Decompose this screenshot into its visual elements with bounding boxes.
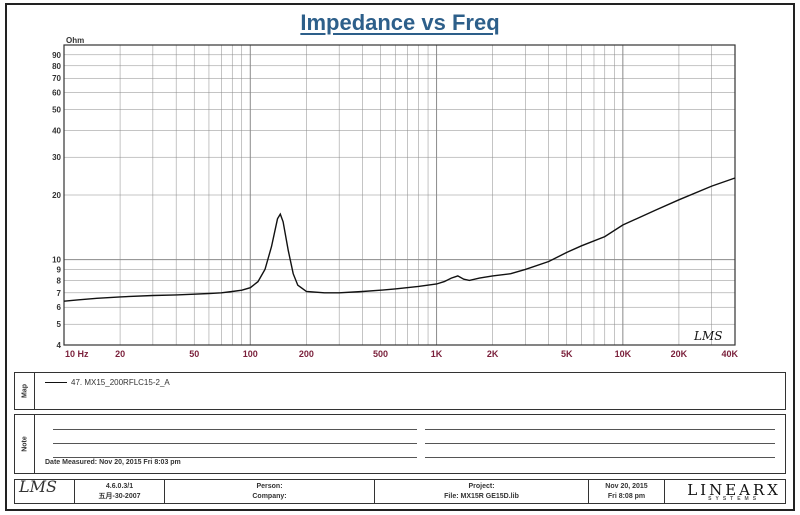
x-tick-label: 5K <box>561 349 573 359</box>
y-tick-label: 60 <box>52 89 61 98</box>
impedance-series-line <box>63 177 736 302</box>
y-tick-label: 5 <box>57 320 62 329</box>
person-label: Person: <box>256 483 283 490</box>
map-section: Map 47. MX15_200RFLC15-2_A <box>14 372 786 410</box>
y-tick-label: 8 <box>57 276 62 285</box>
note-line <box>425 457 775 458</box>
x-tick-label: 40K <box>721 349 738 359</box>
legend-swatch <box>45 382 67 383</box>
note-side-label: Note <box>15 415 35 473</box>
map-side-label: Map <box>15 373 35 409</box>
y-tick-label: 4 <box>57 341 62 350</box>
x-tick-label: 100 <box>243 349 258 359</box>
date-measured: Date Measured: Nov 20, 2015 Fri 8:03 pm <box>45 459 181 466</box>
software-version: 4.6.0.3/1 <box>105 483 134 490</box>
footer-person-cell: Person: Company: <box>165 480 375 503</box>
y-tick-label: 6 <box>57 303 62 312</box>
report-sheet <box>5 3 795 511</box>
y-tick-label: 7 <box>57 289 62 298</box>
file-label: File: MX15R GE15D.lib <box>444 493 519 500</box>
x-tick-label: 50 <box>189 349 199 359</box>
x-tick-label: 1K <box>431 349 443 359</box>
footer-time: Fri 8:08 pm <box>607 493 646 500</box>
x-tick-label: 500 <box>373 349 388 359</box>
linearx-brand: LINEARX <box>687 481 781 499</box>
note-line <box>425 429 775 430</box>
impedance-chart: 90 80 70 60 50 40 30 20 109 8 7 6 5 4 10 Hz 20 50 100 200… <box>52 36 738 359</box>
y-tick-label: 10 <box>52 256 61 265</box>
footer-date: Nov 20, 2015 <box>605 483 648 490</box>
x-tick-label: 10 Hz <box>65 349 89 359</box>
footer-version-cell: 4.6.0.3/1 五月-30-2007 <box>75 480 165 503</box>
x-tick-label: 20 <box>115 349 125 359</box>
footer-logo-cell: LMS <box>15 477 75 503</box>
y-axis-label: Ohm <box>66 36 84 45</box>
x-tick-label: 2K <box>487 349 499 359</box>
legend-entry: 47. MX15_200RFLC15-2_A <box>71 378 170 387</box>
x-tick-label: 10K <box>615 349 632 359</box>
y-tick-label: 80 <box>52 62 61 71</box>
note-line <box>53 457 417 458</box>
lms-logo: LMS <box>19 477 57 496</box>
footer-bar: LMS 4.6.0.3/1 五月-30-2007 Person: Company… <box>14 479 786 504</box>
y-tick-label: 50 <box>52 106 61 115</box>
y-tick-label: 40 <box>52 126 61 135</box>
y-tick-labels: 90 80 70 60 50 40 30 20 109 8 7 6 5 4 <box>52 51 61 350</box>
x-tick-label: 20K <box>671 349 688 359</box>
linearx-sub: SYSTEMS <box>708 496 761 502</box>
company-label: Company: <box>252 493 287 500</box>
y-tick-label: 30 <box>52 153 61 162</box>
footer-date-cell: Nov 20, 2015 Fri 8:08 pm <box>589 480 665 503</box>
note-section: Note Date Measured: Nov 20, 2015 Fri 8:0… <box>14 414 786 474</box>
note-line <box>425 443 775 444</box>
footer-project-cell: Project: File: MX15R GE15D.lib <box>375 480 589 503</box>
lms-watermark: LMS <box>693 329 722 343</box>
chart-title: Impedance vs Freq <box>300 10 500 35</box>
project-label: Project: <box>468 483 495 490</box>
grid-layer <box>63 45 736 345</box>
y-tick-label: 90 <box>52 51 61 60</box>
y-tick-label: 70 <box>52 74 61 83</box>
plot-frame <box>63 44 736 346</box>
y-tick-label: 20 <box>52 191 61 200</box>
x-tick-labels: 10 Hz 20 50 100 200 500 1K 2K 5K 10K 20K 40K <box>65 349 738 359</box>
linearx-logo: LINEARX SYSTEMS <box>687 481 781 502</box>
legend: 47. MX15_200RFLC15-2_A <box>45 378 170 387</box>
note-line <box>53 443 417 444</box>
version-date: 五月-30-2007 <box>98 493 141 500</box>
x-tick-label: 200 <box>299 349 314 359</box>
y-tick-label: 9 <box>57 265 62 274</box>
note-line <box>53 429 417 430</box>
